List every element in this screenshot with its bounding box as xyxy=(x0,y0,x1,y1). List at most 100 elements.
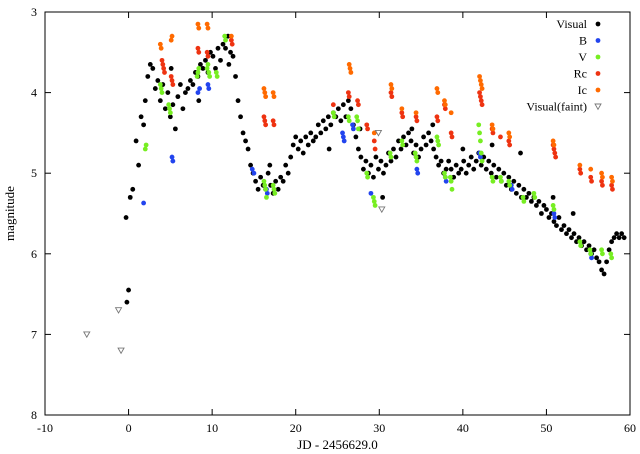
data-point xyxy=(483,166,489,172)
data-point xyxy=(159,90,165,95)
data-point xyxy=(380,194,386,200)
data-point xyxy=(159,57,165,63)
data-point xyxy=(611,235,617,241)
data-point xyxy=(489,142,495,148)
data-point xyxy=(142,146,148,152)
x-tick-label: 10 xyxy=(206,421,218,435)
data-point xyxy=(215,45,221,51)
data-point xyxy=(262,182,268,188)
data-point xyxy=(368,190,374,196)
data-point xyxy=(348,106,354,112)
data-point xyxy=(285,170,291,176)
data-point xyxy=(195,90,201,95)
data-point xyxy=(168,66,174,71)
data-point xyxy=(609,239,615,245)
data-point xyxy=(479,86,485,91)
data-point xyxy=(300,150,306,156)
data-point xyxy=(361,166,366,172)
data-point xyxy=(577,166,583,172)
data-point xyxy=(346,61,352,67)
data-point xyxy=(619,231,625,237)
data-point xyxy=(127,194,133,200)
data-point xyxy=(589,255,594,261)
data-point xyxy=(228,37,234,43)
data-point xyxy=(205,82,211,87)
legend-marker xyxy=(595,71,601,76)
data-point xyxy=(478,94,483,100)
data-point xyxy=(389,86,395,91)
data-point xyxy=(448,178,454,184)
data-point xyxy=(225,33,231,39)
data-point xyxy=(245,146,251,152)
data-point xyxy=(534,203,539,208)
legend-label: Rc xyxy=(574,67,587,81)
data-point xyxy=(196,25,202,31)
data-point xyxy=(442,98,447,104)
data-point xyxy=(466,162,472,168)
data-point xyxy=(264,190,270,196)
data-point xyxy=(498,174,503,180)
data-point xyxy=(335,106,341,112)
data-point xyxy=(599,247,604,253)
data-point xyxy=(200,66,206,71)
data-point xyxy=(251,170,257,176)
data-point xyxy=(488,170,494,176)
data-point xyxy=(280,178,286,184)
data-point xyxy=(170,102,176,108)
data-point xyxy=(531,190,537,196)
data-point xyxy=(564,231,569,237)
data-point xyxy=(262,118,268,124)
data-point xyxy=(345,90,351,95)
data-point xyxy=(255,186,261,192)
x-tick-label: 30 xyxy=(373,421,385,435)
data-point xyxy=(264,194,269,200)
data-point xyxy=(546,215,552,220)
data-point xyxy=(387,150,393,156)
data-point xyxy=(498,134,503,140)
data-point xyxy=(376,166,381,172)
data-point xyxy=(506,178,512,184)
data-point xyxy=(477,130,482,136)
data-point xyxy=(521,199,527,204)
data-point xyxy=(170,82,176,87)
data-point xyxy=(214,74,220,79)
data-point xyxy=(556,215,562,220)
data-point xyxy=(388,154,394,160)
legend-label: V xyxy=(578,50,587,64)
data-point xyxy=(325,114,331,120)
legend-label: Visual xyxy=(556,17,587,31)
data-point xyxy=(553,154,559,160)
data-point xyxy=(340,130,345,136)
data-point xyxy=(196,98,202,104)
x-tick-label: 60 xyxy=(624,421,636,435)
data-point xyxy=(235,98,241,104)
data-point xyxy=(388,90,394,95)
data-point xyxy=(204,66,210,71)
data-point xyxy=(576,235,582,241)
series-ic xyxy=(157,21,615,184)
data-point xyxy=(609,174,615,180)
data-point xyxy=(551,211,557,216)
data-point xyxy=(460,146,466,152)
data-point xyxy=(373,154,379,160)
data-point xyxy=(571,231,577,237)
data-point xyxy=(552,215,558,220)
x-tick-label: 50 xyxy=(540,421,552,435)
data-point xyxy=(398,146,404,152)
data-point xyxy=(365,174,370,180)
data-point xyxy=(310,138,316,144)
data-point xyxy=(126,287,131,293)
data-point xyxy=(263,186,269,192)
data-point xyxy=(262,90,268,95)
data-point xyxy=(206,86,212,91)
data-point xyxy=(138,114,144,120)
data-point xyxy=(147,61,153,67)
data-point xyxy=(220,41,226,47)
data-point xyxy=(165,90,171,95)
data-point xyxy=(507,182,513,188)
data-point xyxy=(364,170,370,176)
data-point xyxy=(167,110,173,116)
data-point xyxy=(442,106,448,112)
data-point xyxy=(207,74,213,79)
data-point xyxy=(346,118,352,124)
